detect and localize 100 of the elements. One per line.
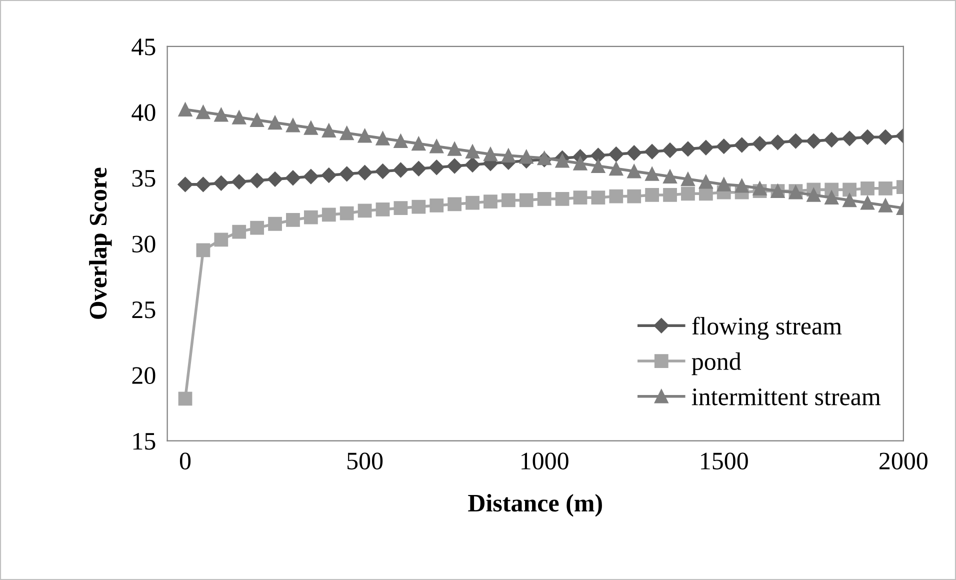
y-tick-label: 15 [133,432,156,450]
point [178,102,192,116]
point [663,188,677,202]
point [196,176,211,192]
point [322,124,336,138]
point [573,190,588,205]
point [824,190,839,205]
point [644,144,660,160]
legend-label: pond [692,352,742,376]
point [393,162,408,178]
point [626,145,642,160]
point [375,164,390,179]
point [430,198,444,212]
point [681,172,695,186]
y-tick-label: 45 [132,38,156,56]
point [286,212,300,227]
point [501,193,516,208]
point [663,170,677,184]
point [752,136,768,152]
point [448,197,462,212]
point [394,201,408,216]
point [429,160,444,175]
point [178,176,193,192]
point [752,181,767,196]
point [860,130,876,145]
point [591,190,606,205]
point [196,105,210,120]
point [268,216,282,231]
point [214,108,228,122]
point [824,132,840,148]
point [304,120,318,135]
point [716,177,731,192]
point [680,141,696,157]
y-tick-label: 40 [132,104,156,122]
x-tick-label: 2000 [880,452,928,470]
point [590,148,606,164]
point [806,133,822,149]
point [446,158,462,174]
point [878,130,894,145]
point [303,168,319,184]
point [232,110,246,124]
point [698,140,714,156]
point [466,144,480,159]
point [394,134,408,148]
point [304,210,318,224]
y-tick-label: 20 [132,367,156,384]
point [770,134,786,150]
point [464,157,480,172]
point [285,170,301,186]
point [412,200,426,214]
x-tick-label: 1500 [701,452,748,470]
point [358,128,372,143]
point [232,224,246,239]
point [734,178,749,193]
point [591,159,606,173]
point [214,232,228,247]
point [321,168,336,183]
point [484,147,498,162]
y-axis-title: Overlap Score [89,168,112,319]
point [627,189,642,204]
x-tick-label: 0 [180,452,191,470]
point [842,193,856,208]
point [411,161,426,176]
y-tick-label: 30 [132,236,156,253]
point [268,116,282,130]
point [357,165,372,180]
point [519,193,534,208]
point [608,146,624,162]
point [788,133,804,149]
point [340,206,354,220]
point [716,138,732,154]
point [698,174,713,189]
point [340,126,354,140]
point [376,131,390,146]
point [501,148,516,162]
point [412,136,426,151]
point [609,162,624,176]
point [555,154,570,168]
y-tick-label: 25 [132,301,156,318]
point [484,194,498,208]
point [250,220,264,235]
point [537,192,552,206]
point [232,174,247,190]
point [609,189,624,204]
point [376,202,390,216]
point [734,137,750,153]
x-axis-title: Distance (m) [468,494,602,517]
point [339,166,354,182]
point [267,172,283,187]
point [519,150,534,164]
point [645,166,660,181]
point [627,164,642,178]
point [286,118,300,132]
point [573,156,588,170]
legend-label: flowing stream [692,316,842,340]
point [860,196,874,210]
point [878,198,892,212]
y-tick-label: 35 [132,170,156,187]
x-tick-label: 500 [348,452,383,470]
point [860,181,874,196]
